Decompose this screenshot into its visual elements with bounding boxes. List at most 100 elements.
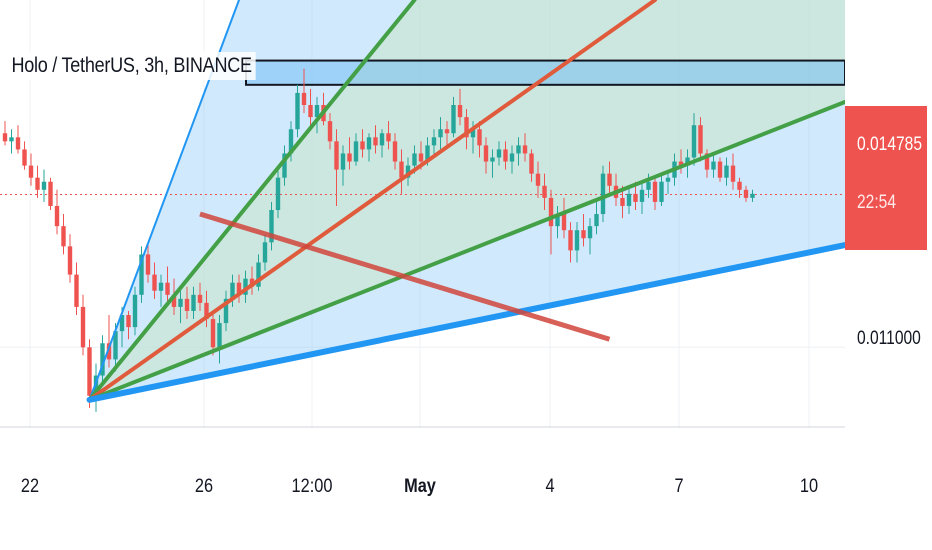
candle-body — [67, 246, 73, 275]
candle-body — [41, 181, 47, 190]
time-label-1200: 12:00 — [291, 476, 333, 497]
candle-body — [230, 282, 235, 299]
candle-body — [217, 323, 222, 348]
candle-body — [15, 137, 21, 150]
candle-body — [308, 105, 313, 118]
candle-body — [418, 153, 424, 162]
candle-body — [522, 145, 528, 154]
candle-body — [711, 161, 716, 170]
candle-body — [626, 193, 632, 206]
bar-countdown: 22:54 — [857, 192, 896, 213]
candle-body — [282, 153, 287, 178]
candle-body — [633, 193, 638, 202]
candle-body — [665, 177, 671, 182]
candle-body — [724, 165, 729, 178]
price-tick-label: 0.011000 — [857, 328, 921, 349]
candle-body — [646, 181, 651, 190]
candle-body — [542, 185, 547, 198]
candle-body — [35, 177, 40, 190]
candle-body — [80, 306, 86, 348]
candle-body — [379, 133, 385, 146]
candle-body — [691, 125, 697, 158]
candle-body — [22, 149, 27, 166]
time-label-22: 22 — [20, 476, 40, 497]
candle-body — [275, 177, 281, 210]
time-label-4: 4 — [545, 476, 555, 497]
candle-body — [548, 197, 554, 227]
candle-body — [685, 157, 690, 166]
candle-body — [600, 173, 606, 215]
time-axis[interactable]: 22 26 12:00 May 4 7 10 — [0, 428, 845, 550]
candle-body — [113, 331, 118, 360]
candle-body — [516, 145, 521, 154]
candle-body — [477, 129, 482, 146]
candle-body — [399, 161, 404, 178]
candle-body — [535, 173, 541, 186]
candle-body — [405, 165, 411, 178]
time-label-10: 10 — [799, 476, 819, 497]
candle-body — [28, 165, 34, 178]
candle-body — [9, 137, 14, 142]
candle-body — [204, 302, 209, 320]
candle-body — [210, 319, 216, 348]
candle-body — [262, 242, 268, 263]
candle-body — [704, 153, 710, 170]
fan-line-green — [87, 99, 845, 402]
candle-body — [568, 230, 573, 251]
candle-body — [139, 254, 144, 295]
candle-body — [698, 125, 703, 154]
candle-body — [327, 121, 333, 142]
candle-body — [243, 278, 248, 295]
candle-body — [61, 226, 66, 247]
candle-body — [165, 282, 170, 295]
candle-body — [743, 189, 749, 198]
candle-body — [301, 92, 307, 105]
candle-body — [678, 161, 684, 166]
candle-body — [2, 133, 8, 142]
candle-body — [561, 214, 567, 231]
candle-body — [581, 230, 586, 239]
resistance-zone — [245, 59, 845, 86]
candle-body — [730, 165, 736, 182]
candle-body — [106, 343, 112, 360]
chart-svg[interactable] — [0, 0, 845, 428]
candle-body — [366, 137, 372, 150]
candle-body — [496, 149, 502, 158]
candle-body — [171, 294, 177, 307]
last-price-value: 0.014785 — [857, 134, 922, 155]
candle-body — [269, 210, 274, 243]
candle-body — [334, 141, 339, 170]
time-label-7: 7 — [674, 476, 684, 497]
candle-body — [340, 153, 346, 170]
candle-body — [639, 189, 645, 202]
candle-body — [184, 298, 190, 311]
candle-body — [360, 141, 365, 150]
candle-body — [425, 145, 430, 162]
candle-body — [119, 315, 125, 332]
candle-body — [412, 153, 417, 166]
fan-line-red — [87, 0, 657, 402]
candle-body — [54, 205, 60, 227]
candle-body — [236, 282, 242, 295]
candle-body — [386, 133, 391, 142]
candle-body — [717, 161, 723, 178]
candle-body — [470, 129, 476, 138]
chart-area[interactable]: Holo / TetherUS, 3h, BINANCE — [0, 0, 845, 428]
candle-body — [392, 141, 398, 162]
candle-body — [464, 117, 469, 138]
candle-body — [438, 129, 443, 138]
candle-body — [74, 274, 79, 307]
candle-body — [191, 294, 196, 311]
candle-body — [347, 153, 352, 162]
candle-body — [100, 343, 105, 376]
fan-line-blue — [86, 242, 845, 403]
candle-body — [444, 129, 450, 134]
last-price-badge: 0.014785 22:54 — [845, 106, 927, 250]
candle-body — [574, 230, 580, 251]
candle-body — [451, 105, 456, 134]
candle-body — [529, 153, 534, 174]
candle-body — [587, 226, 593, 239]
candle-body — [483, 145, 489, 162]
candle-body — [659, 181, 664, 202]
price-axis[interactable]: 0.011000 0.014785 22:54 — [845, 0, 932, 428]
